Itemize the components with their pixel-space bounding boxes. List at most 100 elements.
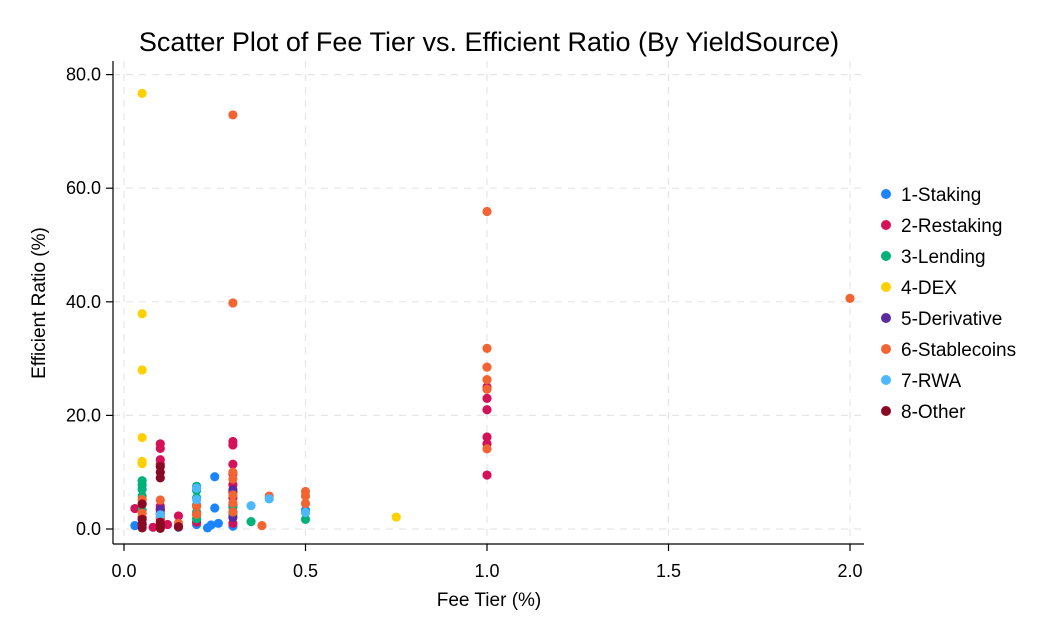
data-point	[192, 501, 202, 511]
y-tick-label: 40.0	[66, 292, 101, 312]
data-point	[130, 520, 140, 531]
y-tick-label: 20.0	[66, 405, 101, 425]
y-tick-label: 80.0	[66, 65, 101, 85]
legend-label: 3-Lending	[901, 247, 986, 268]
data-point	[137, 88, 147, 98]
data-point	[137, 309, 147, 319]
y-tick-label: 60.0	[66, 178, 101, 198]
data-point	[391, 512, 401, 522]
legend-label: 7-RWA	[901, 371, 962, 392]
data-point	[482, 375, 492, 385]
data-point	[137, 499, 147, 509]
data-point	[162, 519, 173, 530]
data-point	[130, 503, 140, 514]
data-point	[482, 405, 492, 415]
series-4	[137, 88, 401, 522]
x-tick-label: 1.0	[474, 561, 499, 581]
data-point	[155, 523, 165, 534]
data-point	[228, 467, 238, 477]
x-tick-label: 0.0	[111, 561, 136, 581]
data-point	[155, 495, 165, 505]
legend-marker	[881, 344, 891, 354]
data-point	[482, 343, 492, 353]
legend-marker	[881, 282, 891, 292]
series-7	[155, 483, 311, 520]
data-point	[845, 293, 855, 303]
legend-marker	[881, 406, 891, 416]
data-point	[137, 484, 147, 494]
data-point	[137, 365, 147, 375]
legend-item: 5-Derivative	[881, 309, 1002, 330]
legend-marker	[881, 375, 891, 385]
legend-item: 7-RWA	[881, 371, 962, 392]
legend-item: 3-Lending	[881, 247, 986, 268]
data-points	[130, 88, 855, 534]
legend-label: 8-Other	[901, 402, 966, 423]
data-point	[192, 483, 202, 493]
data-point	[210, 472, 220, 482]
data-point	[173, 511, 184, 521]
legend-label: 5-Derivative	[901, 309, 1002, 330]
data-point	[482, 444, 492, 454]
data-point	[246, 517, 256, 527]
data-point	[228, 507, 238, 517]
legend-marker	[881, 251, 891, 261]
legend-label: 2-Restaking	[901, 216, 1002, 237]
axes	[112, 61, 864, 545]
data-point	[257, 520, 267, 531]
data-point	[192, 509, 202, 519]
legend-item: 1-Staking	[881, 185, 981, 206]
legend-label: 1-Staking	[901, 185, 981, 206]
legend-item: 6-Stablecoins	[881, 340, 1016, 361]
data-point	[300, 507, 311, 518]
x-tick-label: 2.0	[837, 561, 862, 581]
data-point	[228, 110, 238, 120]
data-point	[137, 432, 147, 443]
data-point	[482, 206, 492, 217]
series-8	[137, 461, 184, 534]
data-point	[300, 514, 311, 524]
data-point	[482, 432, 492, 442]
data-point	[155, 510, 165, 520]
data-point	[210, 503, 220, 513]
ticks: 0.0 0.5 1.0 1.5 2.0 0.0 20.0 40.0 60.0 80.0	[66, 65, 863, 581]
data-point	[228, 440, 238, 450]
data-point	[206, 520, 216, 530]
data-point	[300, 491, 311, 501]
data-point	[213, 518, 223, 528]
data-point	[482, 384, 492, 394]
data-point	[173, 522, 184, 532]
data-point	[228, 298, 238, 308]
legend-marker	[881, 189, 891, 199]
data-point	[300, 498, 311, 509]
x-axis-label: Fee Tier (%)	[437, 590, 542, 611]
legend-marker	[881, 220, 891, 230]
legend-item: 2-Restaking	[881, 216, 1002, 237]
data-point	[137, 459, 147, 469]
grid-lines	[113, 61, 864, 544]
data-point	[482, 393, 492, 403]
chart-title: Scatter Plot of Fee Tier vs. Efficient R…	[139, 27, 839, 57]
data-point	[482, 470, 492, 480]
data-point	[155, 443, 165, 453]
data-point	[228, 498, 238, 508]
y-axis-label: Efficient Ratio (%)	[29, 227, 50, 379]
legend: 1-Staking 2-Restaking 3-Lending 4-DEX 5-Deri…	[881, 185, 1016, 423]
legend-marker	[881, 313, 891, 323]
data-point	[228, 490, 238, 500]
data-point	[482, 362, 492, 372]
data-point	[192, 494, 202, 505]
data-point	[148, 522, 158, 532]
data-point	[155, 473, 165, 483]
legend-label: 6-Stablecoins	[901, 340, 1016, 361]
legend-label: 4-DEX	[901, 278, 957, 299]
data-point	[228, 474, 238, 484]
data-point	[246, 501, 256, 511]
data-point	[228, 459, 238, 469]
data-point	[137, 523, 147, 533]
x-tick-label: 1.5	[656, 561, 681, 581]
legend-item: 4-DEX	[881, 278, 957, 299]
legend-item: 8-Other	[881, 402, 966, 423]
x-tick-label: 0.5	[293, 561, 318, 581]
